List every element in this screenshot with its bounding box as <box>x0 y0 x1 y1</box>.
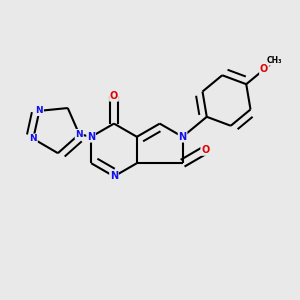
Text: O: O <box>110 91 118 101</box>
Text: N: N <box>110 171 118 182</box>
Text: N: N <box>75 130 83 139</box>
Text: O: O <box>201 145 209 155</box>
Text: N: N <box>35 106 43 116</box>
Text: O: O <box>260 64 268 74</box>
Text: N: N <box>29 134 37 143</box>
Text: N: N <box>87 132 95 142</box>
Text: CH₃: CH₃ <box>267 56 283 65</box>
Text: N: N <box>178 132 187 142</box>
